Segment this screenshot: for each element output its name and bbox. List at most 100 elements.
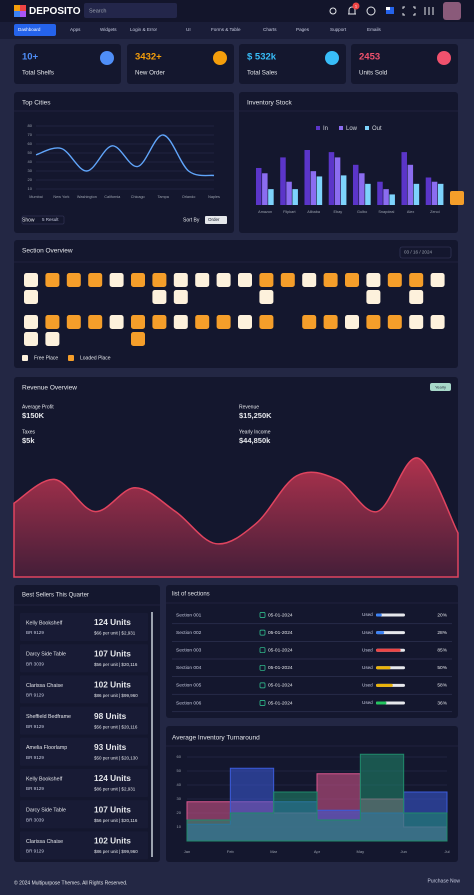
- select-box[interactable]: [21, 215, 65, 225]
- card-title: Best Sellers This Quarter: [22, 593, 89, 599]
- bar: [328, 152, 335, 205]
- seat[interactable]: [387, 273, 402, 287]
- select-value[interactable]: Order: [208, 217, 220, 222]
- seat[interactable]: [131, 332, 145, 346]
- section-name: Section 005: [176, 683, 202, 689]
- bar: [304, 150, 310, 205]
- card: [166, 585, 458, 718]
- seat[interactable]: [88, 315, 103, 329]
- percent-label: 85%: [437, 647, 447, 653]
- seat[interactable]: [409, 290, 424, 304]
- list-item: [20, 706, 148, 735]
- seat[interactable]: [152, 273, 167, 287]
- nav-item[interactable]: Login & Error: [130, 27, 158, 32]
- seat[interactable]: [66, 315, 81, 329]
- seat[interactable]: [430, 273, 445, 287]
- search-box[interactable]: [84, 3, 177, 18]
- seat[interactable]: [45, 332, 60, 346]
- nav-item[interactable]: Charts: [263, 27, 277, 32]
- seat[interactable]: [45, 315, 60, 329]
- seat[interactable]: [131, 273, 145, 287]
- stat-label: Yearly Income: [239, 429, 271, 435]
- item-units: 102 Units: [94, 680, 131, 690]
- seat[interactable]: [173, 273, 188, 287]
- seat[interactable]: [238, 315, 252, 329]
- seat[interactable]: [345, 273, 359, 287]
- item-name: Kelly Bookshelf: [26, 620, 63, 626]
- item-units: 124 Units: [94, 617, 131, 627]
- avatar[interactable]: [443, 2, 461, 20]
- progress-bar: [376, 666, 391, 670]
- seat[interactable]: [152, 290, 167, 304]
- seat[interactable]: [323, 273, 338, 287]
- seat[interactable]: [24, 290, 38, 304]
- floating-button[interactable]: [450, 191, 464, 205]
- progress-bar: [376, 631, 385, 635]
- seat[interactable]: [323, 315, 338, 329]
- seat[interactable]: [409, 273, 424, 287]
- seat[interactable]: [280, 273, 295, 287]
- nav-item[interactable]: Apps: [70, 27, 81, 32]
- nav-item[interactable]: Pages: [296, 27, 310, 32]
- seat[interactable]: [24, 315, 38, 329]
- seat[interactable]: [66, 273, 81, 287]
- seat[interactable]: [24, 332, 38, 346]
- seat[interactable]: [45, 273, 60, 287]
- seat[interactable]: [173, 290, 188, 304]
- progress-bar: [376, 683, 393, 687]
- stat-label: Units Sold: [359, 70, 388, 77]
- seat[interactable]: [259, 273, 274, 287]
- item-price: $50 per unit | $20,130: [94, 755, 138, 760]
- seat[interactable]: [259, 315, 274, 329]
- nav-item[interactable]: Forms & Table: [211, 27, 241, 32]
- seat[interactable]: [109, 315, 124, 329]
- nav-item[interactable]: UI: [186, 27, 191, 32]
- copyright: © 2024 Multipurpose Themes. All Rights R…: [14, 879, 127, 886]
- seat[interactable]: [216, 315, 231, 329]
- seat[interactable]: [345, 315, 359, 329]
- scrollbar[interactable]: [151, 612, 153, 857]
- date-input[interactable]: [399, 246, 452, 259]
- nav-item[interactable]: Emails: [367, 27, 381, 32]
- item-name: Darcy Side Table: [26, 652, 66, 658]
- nav-item[interactable]: Widgets: [100, 27, 117, 32]
- seat[interactable]: [152, 315, 167, 329]
- select-box[interactable]: [205, 216, 227, 224]
- seat[interactable]: [173, 315, 188, 329]
- stat-label: Average Profit: [22, 404, 54, 410]
- x-tick-label: Gulbo: [357, 210, 367, 214]
- nav-item[interactable]: Dashboard: [18, 27, 41, 32]
- date-value[interactable]: 03 / 16 / 2024: [404, 250, 433, 255]
- seat[interactable]: [238, 273, 252, 287]
- item-units: 107 Units: [94, 804, 131, 814]
- select-value[interactable]: 5 Result: [42, 217, 59, 222]
- seat[interactable]: [24, 273, 38, 287]
- x-tick-label: May: [357, 849, 365, 854]
- seat[interactable]: [366, 290, 381, 304]
- logo: DEPOSITO: [29, 6, 81, 17]
- seat[interactable]: [216, 273, 231, 287]
- seat[interactable]: [366, 315, 381, 329]
- seat[interactable]: [366, 273, 381, 287]
- bar: [425, 177, 432, 205]
- footer-link[interactable]: Purchase Now: [427, 878, 460, 884]
- seat[interactable]: [109, 273, 124, 287]
- nav-item[interactable]: Support: [330, 27, 347, 32]
- seat[interactable]: [387, 315, 402, 329]
- legend-label: In: [323, 126, 328, 132]
- seat[interactable]: [302, 315, 317, 329]
- seat[interactable]: [430, 315, 445, 329]
- seat[interactable]: [409, 315, 424, 329]
- seat[interactable]: [195, 273, 210, 287]
- seat[interactable]: [259, 290, 274, 304]
- seat[interactable]: [131, 315, 145, 329]
- seat[interactable]: [302, 273, 317, 287]
- seat[interactable]: [88, 273, 103, 287]
- item-code: BR 9129: [26, 786, 44, 791]
- section-date: 05-01-2024: [268, 647, 293, 653]
- badge-label: Yearly: [435, 384, 446, 389]
- progress-bar: [376, 701, 387, 705]
- seat[interactable]: [195, 315, 210, 329]
- bar: [310, 171, 317, 205]
- item-name: Clarissa Chaise: [26, 683, 63, 689]
